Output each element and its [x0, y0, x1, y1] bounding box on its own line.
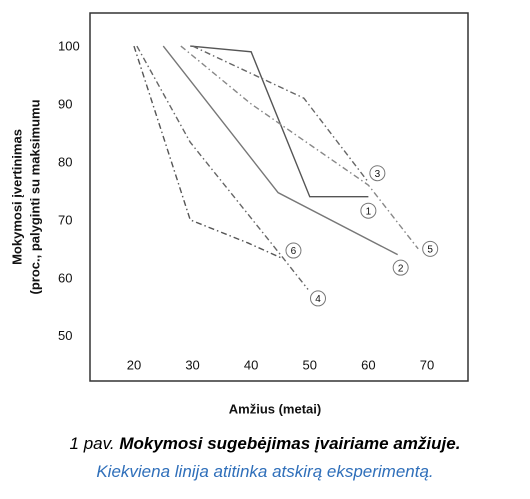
- y-tick-label: 50: [58, 328, 72, 343]
- y-tick-label: 90: [58, 96, 72, 111]
- x-tick-label: 70: [420, 357, 434, 372]
- y-axis-label: Mokymosi įvertinimas: [9, 129, 24, 265]
- caption-line: 1 pav. Mokymosi sugebėjimas įvairiame am…: [0, 434, 530, 454]
- legend-marker: [310, 290, 327, 307]
- legend-label: 3: [375, 169, 381, 180]
- series-line: [162, 45, 398, 256]
- caption-number: 1 pav.: [69, 434, 115, 453]
- caption-subtitle: Kiekviena linija atitinka atskirą eksper…: [96, 462, 434, 481]
- series-line: [133, 45, 281, 259]
- legend-label: 2: [398, 263, 404, 274]
- legend-label: 5: [427, 245, 433, 256]
- legend-label: 4: [315, 294, 321, 305]
- series-line: [136, 45, 309, 290]
- x-tick-label: 30: [185, 357, 199, 372]
- y-tick-label: 70: [58, 212, 72, 227]
- legend-marker: [369, 165, 386, 182]
- x-axis-label: Amžius (metai): [229, 401, 321, 416]
- legend-marker: [285, 242, 302, 259]
- x-tick-label: 40: [244, 357, 258, 372]
- series-line: [180, 45, 419, 250]
- y-tick-label: 80: [58, 154, 72, 169]
- y-tick-label: 100: [58, 38, 80, 53]
- legend-label: 6: [291, 246, 297, 257]
- x-tick-label: 50: [303, 357, 317, 372]
- x-tick-label: 60: [361, 357, 375, 372]
- series-line: [190, 45, 369, 198]
- caption-title: Mokymosi sugebėjimas įvairiame amžiuje.: [119, 434, 461, 453]
- legend-label: 1: [366, 206, 372, 217]
- legend-marker: [422, 240, 439, 257]
- series-line: [192, 45, 369, 183]
- y-tick-label: 60: [58, 270, 72, 285]
- plot-frame: [89, 12, 469, 382]
- chart: Amžius (metai) Mokymosi įvertinimas (pro…: [9, 12, 469, 416]
- legend-marker: [392, 259, 409, 276]
- x-tick-label: 20: [127, 357, 141, 372]
- legend-marker: [360, 202, 377, 219]
- y-axis-label: (proc., palyginti su maksimumu: [27, 99, 42, 294]
